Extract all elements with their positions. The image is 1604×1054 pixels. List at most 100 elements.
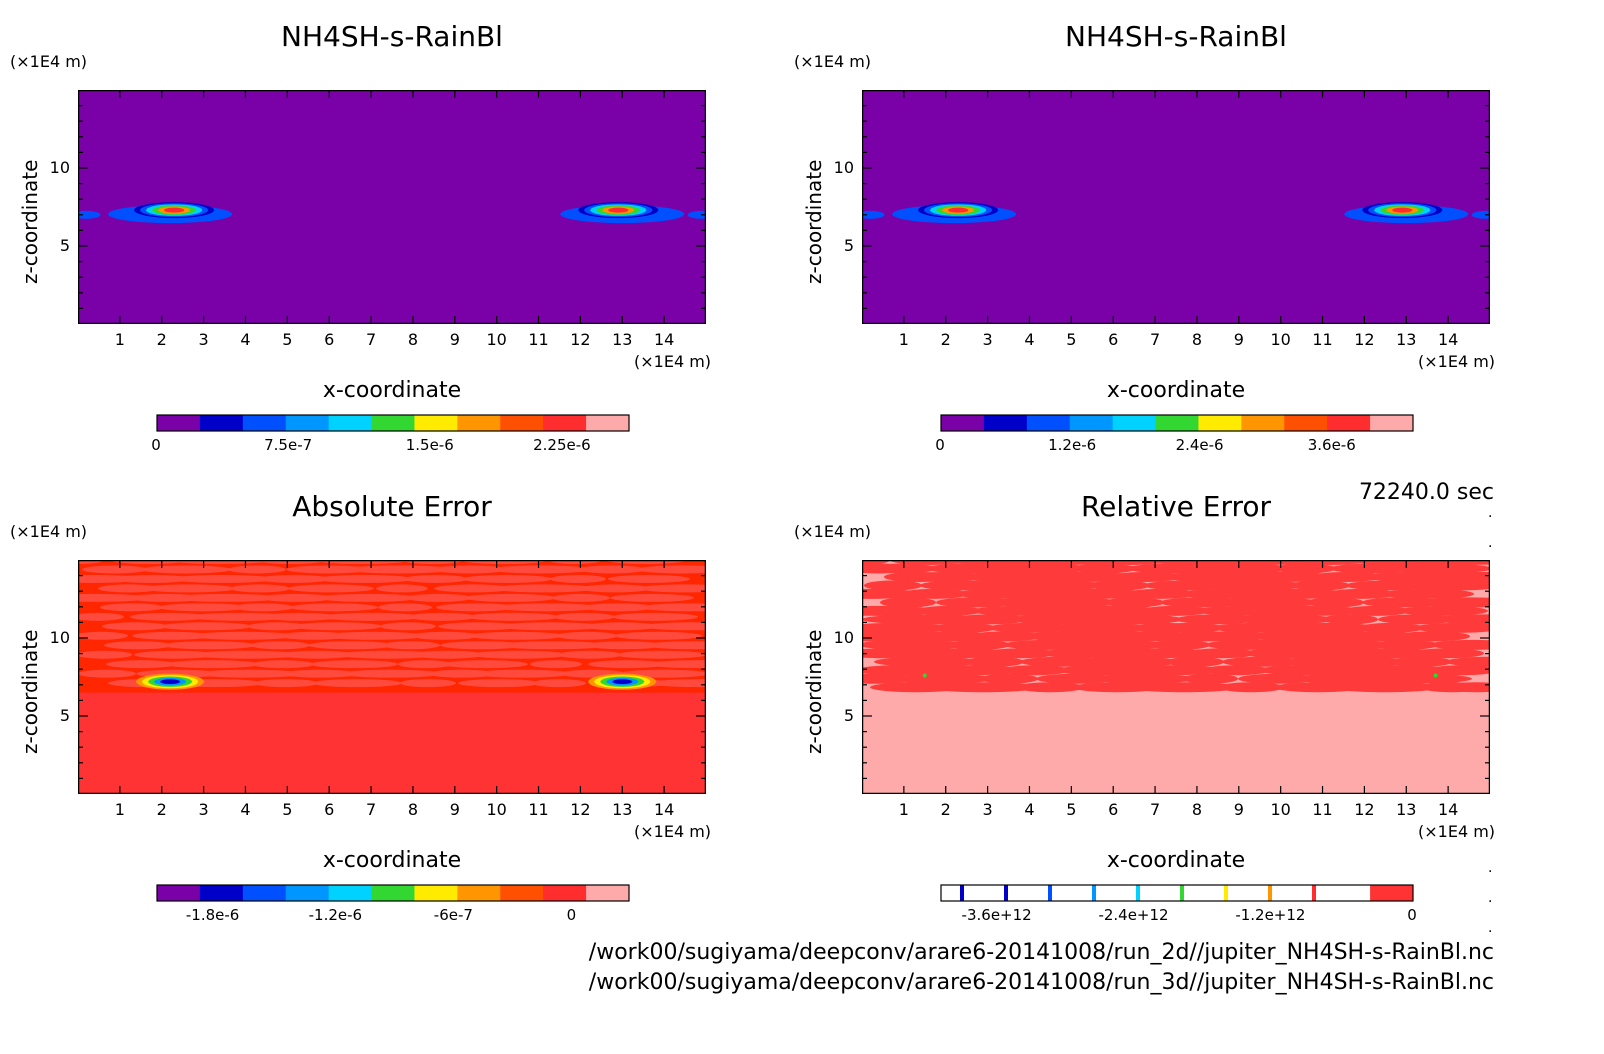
error-contour [498, 641, 608, 650]
relative-error-contour [1320, 648, 1440, 659]
error-contour [428, 669, 496, 678]
cloud-edge [687, 210, 706, 219]
x-tick-label: 10 [1270, 800, 1291, 819]
error-contour [278, 631, 350, 640]
plot-frame [862, 90, 1490, 324]
relative-error-contour [1330, 682, 1440, 693]
error-contour [318, 593, 418, 602]
relative-error-contour [1034, 588, 1152, 599]
error-contour [78, 593, 150, 602]
x-unit-label: (×1E4 m) [1418, 822, 1496, 841]
colorbar-swatch [586, 885, 630, 901]
error-contour [134, 650, 216, 659]
colorbar-tick-label: -1.2e-6 [308, 906, 363, 924]
error-contour [78, 574, 146, 583]
relative-error-contour [1402, 580, 1490, 591]
colorbar-swatch [242, 415, 287, 431]
relative-error-contour [1268, 622, 1380, 633]
error-contour [464, 593, 556, 602]
error-contour [164, 660, 260, 669]
relative-error-contour [890, 673, 994, 684]
error-contour [162, 641, 256, 650]
relative-error-contour [1326, 588, 1396, 599]
error-contour [468, 631, 564, 640]
x-tick-label: 9 [449, 800, 460, 819]
error-contour [128, 593, 204, 602]
relative-error-contour [1422, 571, 1490, 582]
colorbar-tick-label: -6e-7 [433, 906, 473, 924]
x-tick-label: 13 [1396, 800, 1417, 819]
colorbar-swatch [157, 415, 201, 431]
error-contour [228, 565, 286, 574]
colorbar-swatch [1155, 885, 1199, 901]
x-tick-label: 2 [940, 330, 951, 349]
relative-error-contour [1358, 622, 1424, 633]
relative-error-contour [992, 597, 1092, 608]
colorbar-swatch [543, 885, 587, 901]
colorbar-line [1180, 885, 1184, 901]
error-contour [320, 612, 422, 621]
error-contour [232, 603, 294, 612]
colorbar-tick-label: 1.5e-6 [405, 436, 454, 454]
relative-error-contour [932, 622, 996, 633]
x-tick-label: 4 [240, 330, 251, 349]
error-contour [530, 660, 582, 669]
error-contour [552, 593, 610, 602]
colorbar-swatch [586, 415, 630, 431]
y-tick-label: 5 [59, 706, 70, 725]
plot-frame [78, 90, 706, 324]
error-contour [310, 660, 398, 669]
colorbar-swatch [371, 415, 415, 431]
relative-error-contour [1004, 639, 1088, 650]
error-contour [382, 641, 440, 650]
relative-error-contour [1410, 648, 1484, 659]
x-tick-label: 9 [1233, 800, 1244, 819]
colorbar-frame [940, 414, 1414, 432]
x-tick-label: 14 [1437, 800, 1459, 819]
error-contour [578, 565, 646, 574]
error-contour [490, 565, 592, 574]
relative-error-contour [862, 622, 952, 633]
error-contour [558, 650, 622, 659]
y-tick-label: 5 [843, 706, 854, 725]
x-tick-label: 5 [1066, 330, 1077, 349]
colorbar-line [1004, 885, 1008, 901]
x-tick-label: 5 [282, 800, 293, 819]
relative-error-contour [968, 631, 1042, 642]
x-tick-label: 8 [1191, 800, 1203, 819]
colorbar-line [1224, 885, 1228, 901]
relative-error-contour [1150, 639, 1210, 650]
plot-area [862, 90, 1490, 324]
relative-error-contour [1206, 639, 1288, 650]
x-tick-label: 2 [156, 330, 167, 349]
colorbar-swatch [199, 415, 244, 431]
relative-error-contour [1072, 563, 1136, 574]
dot-marker: . [1488, 535, 1493, 551]
y-tick-label: 10 [49, 628, 70, 647]
error-contour [188, 612, 292, 621]
x-tick-label: 1 [114, 330, 125, 349]
relative-error-contour [1310, 571, 1382, 582]
error-contour [398, 660, 452, 669]
error-contour [190, 631, 296, 640]
colorbar [940, 884, 1414, 902]
error-contour [78, 669, 136, 678]
error-contour [82, 565, 148, 574]
x-tick-label: 14 [1437, 330, 1459, 349]
y-tick-label: 10 [833, 158, 854, 177]
relative-error-contour [1182, 673, 1238, 684]
relative-error-contour [1394, 631, 1470, 642]
colorbar-tick-label: 3.6e-6 [1307, 436, 1356, 454]
error-contour [554, 612, 614, 621]
colorbar-tick-label: -1.2e+12 [1235, 906, 1306, 924]
x-tick-label: 2 [156, 800, 167, 819]
y-unit-label: (×1E4 m) [10, 522, 88, 541]
error-contour [130, 612, 208, 621]
colorbar-swatch [500, 885, 544, 901]
relative-error-contour [1108, 571, 1182, 582]
relative-error-contour [1080, 631, 1198, 642]
error-contour [380, 622, 436, 631]
relative-error-contour [1170, 631, 1242, 642]
colorbar-swatch [285, 885, 330, 901]
